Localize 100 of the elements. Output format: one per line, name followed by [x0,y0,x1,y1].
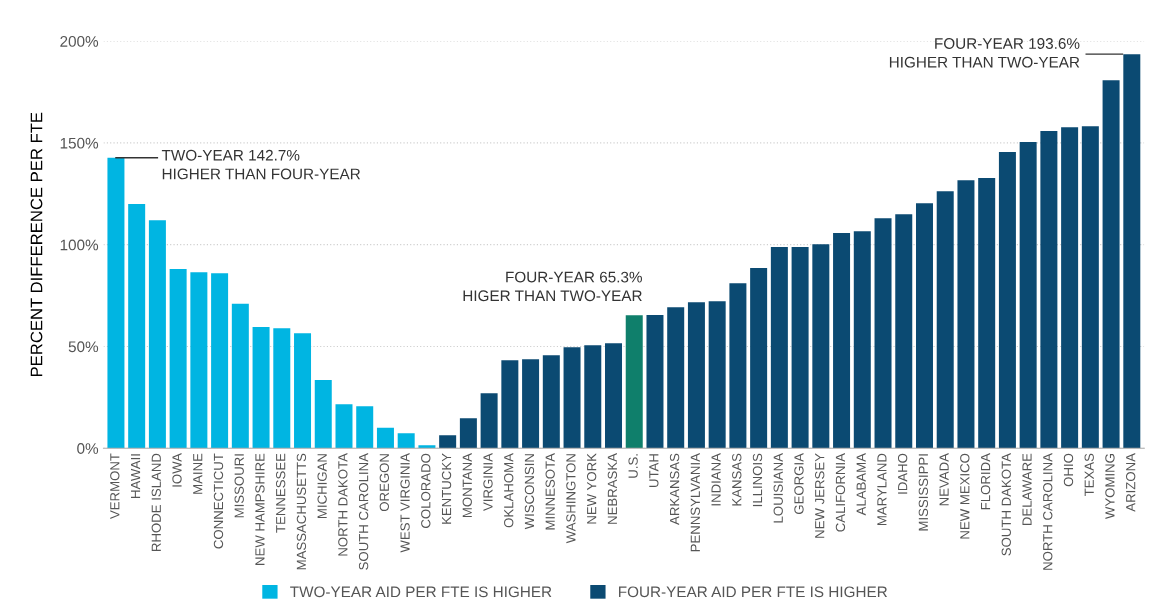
x-tick-label: CONNECTICUT [213,453,224,549]
x-tick-label: HAWAII [131,454,141,498]
bar [812,244,830,449]
x-tick-label: NEVADA [939,453,949,506]
x-tick-label: TEXAS [1084,453,1094,497]
bar [936,191,954,449]
y-tick-label: 100% [60,239,99,251]
bar [107,157,125,449]
x-tick-label: WISCONSIN [524,454,535,530]
bar [335,404,353,449]
bar [480,393,498,449]
y-tick-label: 0% [77,443,99,454]
x-tick-label: WASHINGTON [566,454,576,544]
bar [542,355,560,449]
x-tick-label: MICHIGAN [317,454,327,518]
x-tick-label: LOUISIANA [773,453,783,523]
x-tick-label: NEBRASKA [607,453,618,524]
x-tick-label: GEORGIA [794,453,804,514]
x-tick-label: SOUTH CAROLINA [358,453,369,570]
y-tick-label: 200% [60,36,99,47]
x-tick-label: OKLAHOMA [504,453,514,528]
x-tick-label: INDIANA [711,453,721,506]
x-tick-label: KANSAS [732,453,742,506]
annotation: TWO-YEAR 142.7% HIGHER THAN FOUR-YEAR [161,149,361,180]
x-tick-label: ILLINOIS [752,453,763,507]
x-tick-label: ARKANSAS [669,453,680,525]
bar [750,268,768,449]
bar [957,180,975,449]
bar [998,152,1016,449]
bar [625,315,643,449]
bar [729,283,747,449]
bar [1102,80,1120,449]
x-tick-label: MISSISSIPPI [918,454,929,531]
y-tick-label: 150% [60,137,99,149]
x-tick-label: NORTH CAROLINA [1043,453,1053,570]
x-tick-label: DELAWARE [1022,453,1032,526]
x-tick-label: NEW HAMPSHIRE [255,453,265,565]
bar [459,418,477,449]
bar [522,359,540,449]
x-tick-label: TENNESSEE [275,453,286,533]
bar [915,203,933,449]
annotation: FOUR-YEAR 65.3% HIGER THAN TWO-YEAR [463,271,642,302]
bar [418,445,436,449]
x-tick-label: FLORIDA [980,453,991,510]
x-tick-label: NEW JERSEY [815,453,825,538]
x-tick-label: MISSOURI [234,454,244,518]
x-tick-label: CALIFORNIA [835,453,846,532]
bar [646,315,664,449]
y-axis-title: PERCENT DIFFERENCE PER FTE [30,112,43,377]
bar [376,427,394,449]
bar [397,433,415,449]
legend-label: TWO-YEAR AID PER FTE IS HIGHER [290,586,552,598]
annotation: FOUR-YEAR 193.6% HIGHER THAN TWO-YEAR [889,38,1080,68]
bar [1123,54,1141,449]
bar [231,303,249,449]
x-tick-label: COLORADO [421,453,431,528]
x-tick-label: OHIO [1063,453,1074,487]
x-tick-label: MASSACHUSETTS [296,453,307,570]
bar [273,328,291,449]
x-tick-label: NEW YORK [586,453,597,524]
bar [791,247,809,449]
x-tick-label: UTAH [649,454,659,488]
x-tick-label: PENNSYLVANIA [690,453,700,552]
y-tick-label: 50% [68,341,99,353]
x-tick-label: NORTH DAKOTA [338,453,348,556]
x-tick-label: MINNESOTA [545,453,555,530]
bar [1019,142,1037,449]
bar [1040,131,1058,449]
x-tick-label: WYOMING [1105,454,1115,519]
bar [252,327,270,449]
bar [501,360,519,449]
bar [853,231,871,449]
bar [833,233,851,449]
bar [687,302,705,449]
x-tick-label: KENTUCKY [441,453,452,524]
legend-label: FOUR-YEAR AID PER FTE IS HIGHER [619,586,888,598]
bar [294,333,312,449]
x-tick-label: ARIZONA [1126,453,1136,512]
bar [708,301,726,449]
bar [895,214,913,449]
bar [874,218,892,449]
x-tick-label: IDAHO [897,453,908,494]
bar [439,435,457,449]
x-tick-label: IOWA [172,453,182,487]
x-tick-label: NEW MEXICO [960,453,970,539]
bar [314,380,332,449]
x-tick-label: VIRGINIA [483,453,493,511]
x-tick-label: RHODE ISLAND [151,453,161,551]
x-tick-label: U.S. [628,454,638,478]
bar [1081,126,1099,449]
bar [978,178,996,449]
bar [563,347,581,449]
x-tick-label: WEST VIRGINIA [400,453,410,553]
bar [211,273,229,449]
bar [169,269,187,449]
x-tick-label: VERMONT [110,453,120,519]
bar [667,307,685,449]
bar [770,247,788,449]
bar [356,406,374,449]
x-tick-label: MAINE [193,453,203,494]
